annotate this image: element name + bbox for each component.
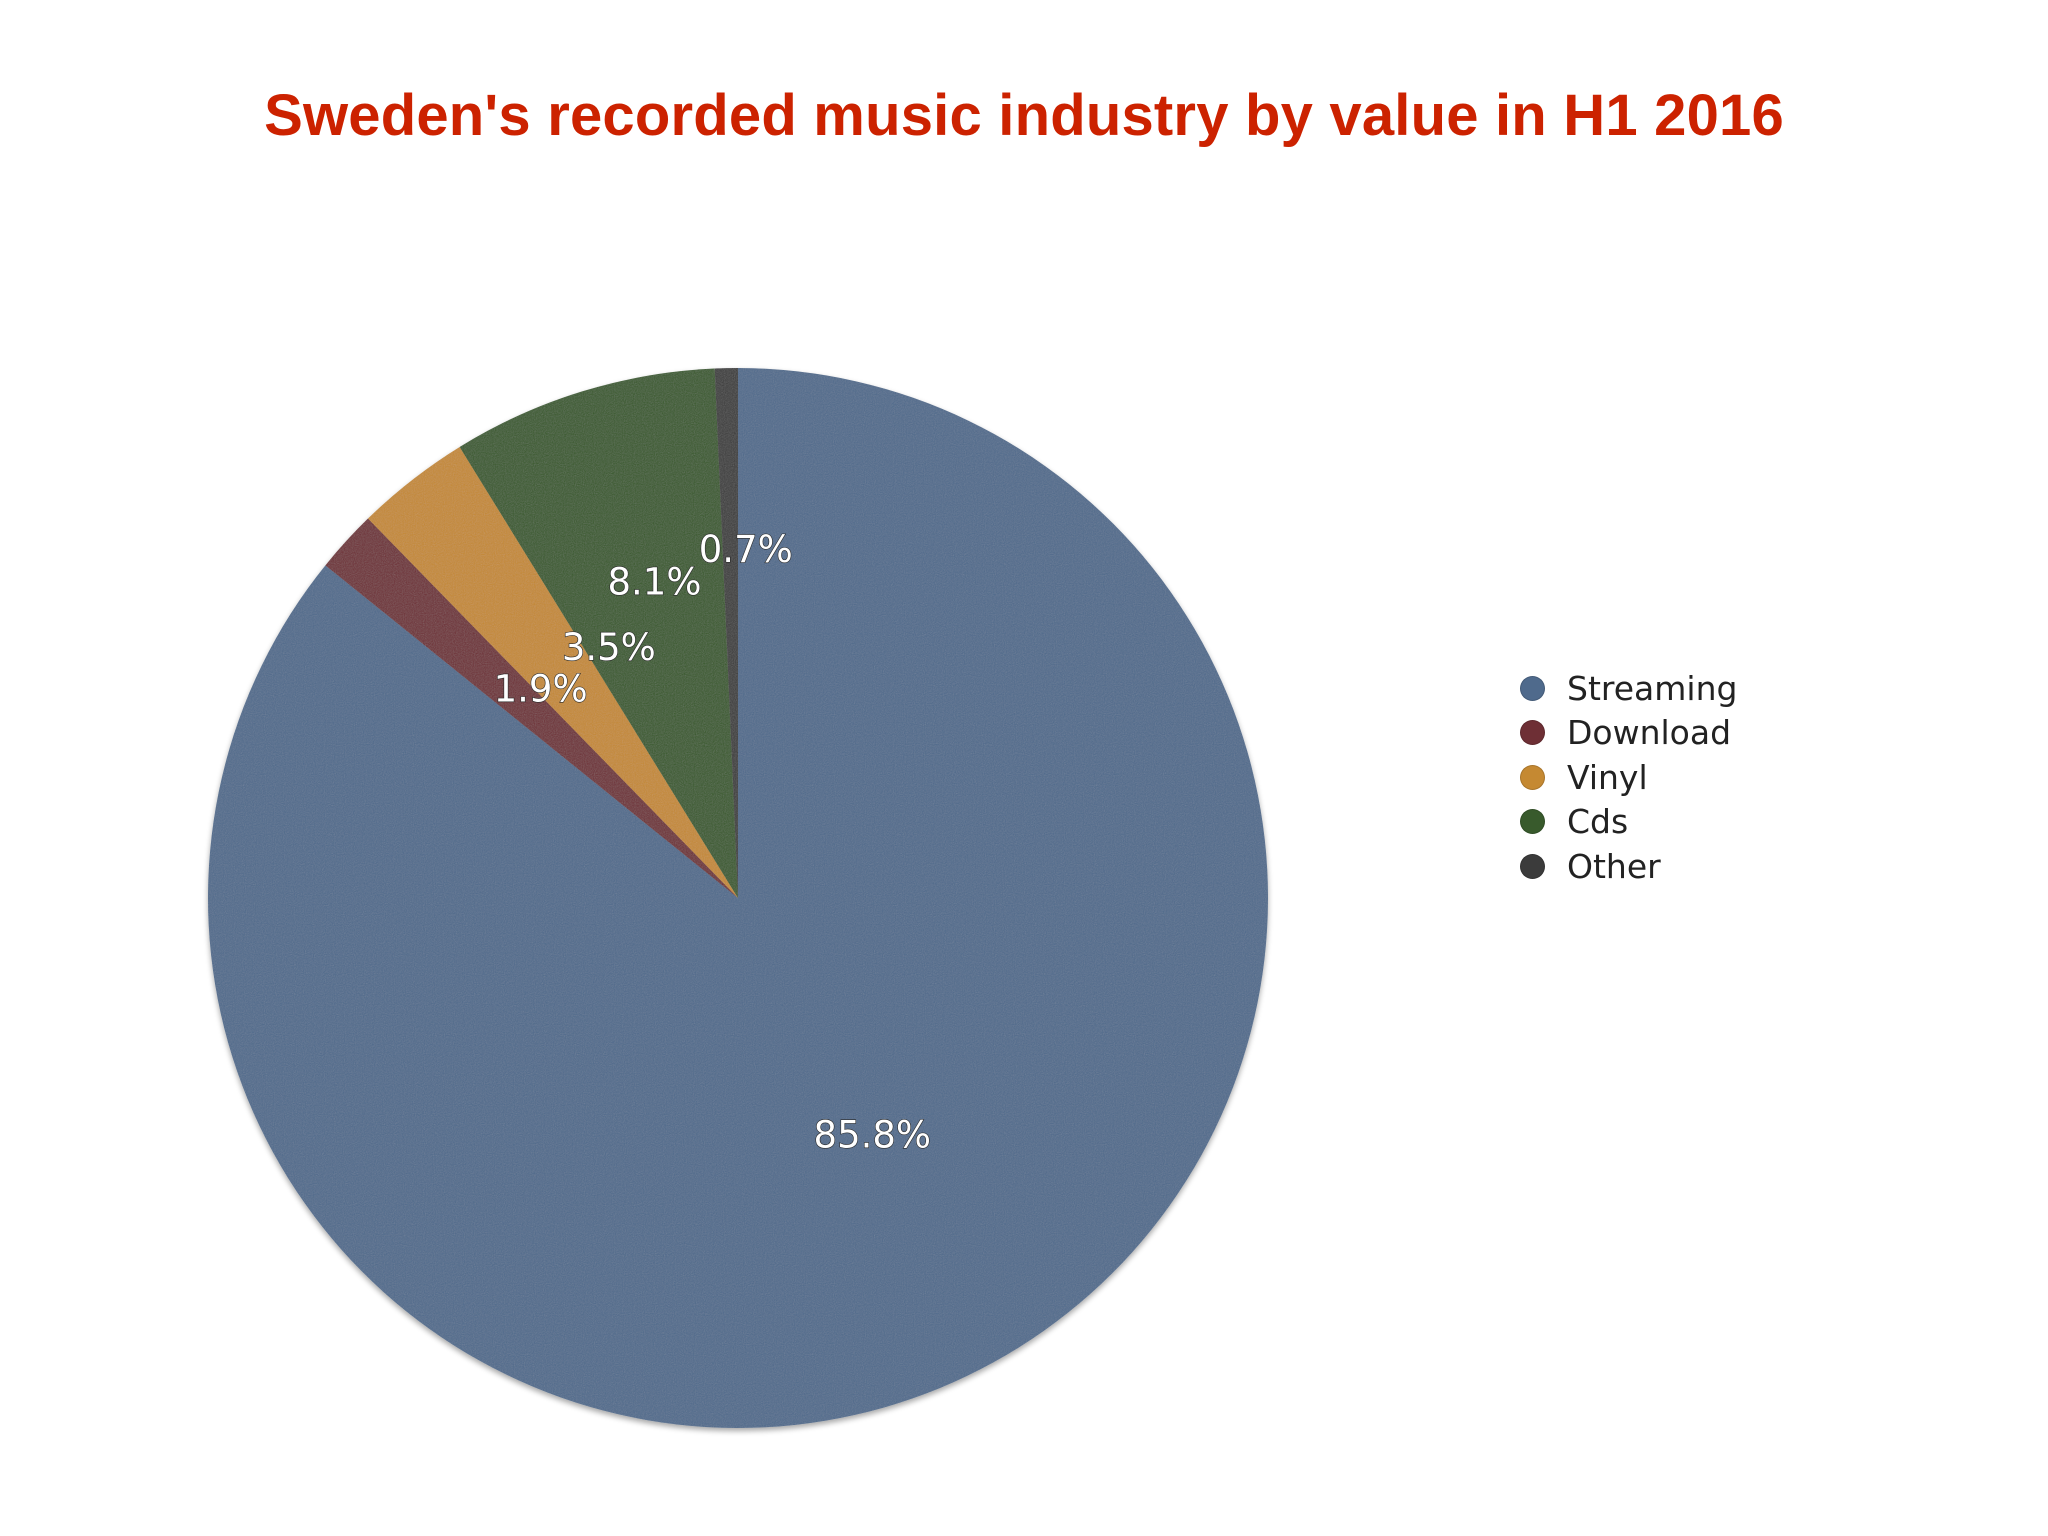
pie-slices [207,368,1268,1428]
legend-swatch-streaming [1520,675,1545,701]
chart-legend: Streaming Download Vinyl Cds Other [1520,666,1737,889]
legend-label-other: Other [1567,846,1661,886]
slice-label-other: 0.7% [699,528,793,571]
legend-swatch-other [1520,853,1545,879]
legend-item-cds: Cds [1520,800,1737,845]
slice-label-download: 1.9% [494,668,588,711]
pie-slice-download [325,518,738,898]
legend-label-streaming: Streaming [1567,668,1738,708]
chart-title: Sweden's recorded music industry by valu… [264,83,1784,148]
legend-item-other: Other [1520,844,1737,889]
legend-label-download: Download [1567,713,1732,753]
legend-item-download: Download [1520,711,1737,756]
pie-slice-labels: 85.8% 1.9%3.5% 8.1%0.7% [493,527,932,1157]
legend-swatch-vinyl [1520,764,1545,790]
slice-label-vinyl: 3.5% [562,626,656,669]
legend-label-vinyl: Vinyl [1567,757,1648,797]
legend-item-vinyl: Vinyl [1520,755,1737,800]
pie-slice-vinyl [367,446,738,898]
legend-label-cds: Cds [1567,802,1629,842]
pie-slice-cds [459,368,738,898]
legend-swatch-download [1520,720,1545,746]
legend-swatch-cds [1520,809,1545,835]
pie-slice-other [714,368,738,898]
legend-item-streaming: Streaming [1520,666,1737,711]
slice-label-cds: 8.1% [607,561,701,604]
slice-label-streaming: 85.8% [814,1114,932,1157]
